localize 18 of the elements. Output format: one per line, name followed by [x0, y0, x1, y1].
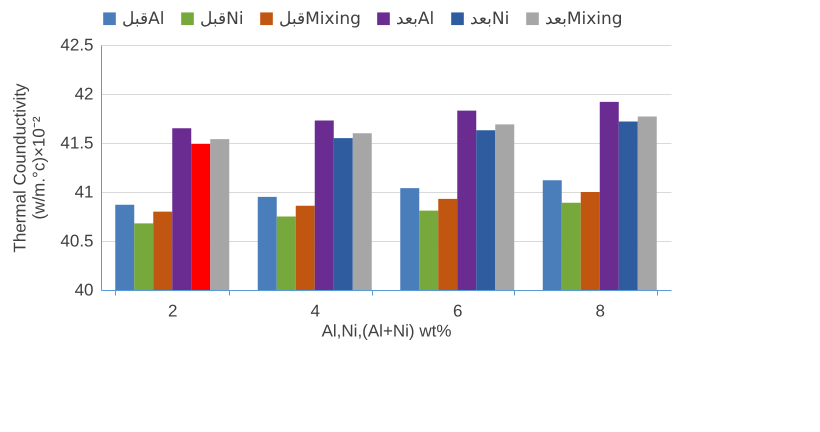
y-tick-label: 40.5 — [60, 232, 94, 250]
legend-label: قبلNi — [200, 8, 244, 29]
y-tick-label: 42.5 — [60, 36, 94, 54]
x-tick-label: 6 — [453, 302, 462, 320]
y-tick-label: 41.5 — [60, 134, 94, 152]
y-tick-label: 40 — [74, 280, 94, 300]
legend-label: بعدMixing — [545, 8, 623, 29]
legend-label: بعدAl — [396, 8, 434, 29]
x-tick-label: 4 — [310, 302, 320, 320]
y-axis-title: Thermal Counductivity (w/m.°c)×10⁻² — [10, 82, 48, 253]
x-tick-label: 2 — [168, 302, 178, 320]
y-tick-label: 42 — [74, 84, 94, 104]
legend-label: قبلMixing — [279, 8, 361, 29]
y-tick-label: 41 — [74, 182, 94, 202]
legend-label: قبلAl — [122, 8, 164, 29]
x-tick-label: 8 — [596, 302, 605, 320]
x-axis-title: Al,Ni,(Al+Ni) wt% — [322, 322, 452, 340]
legend-label: بعدNi — [470, 8, 510, 29]
